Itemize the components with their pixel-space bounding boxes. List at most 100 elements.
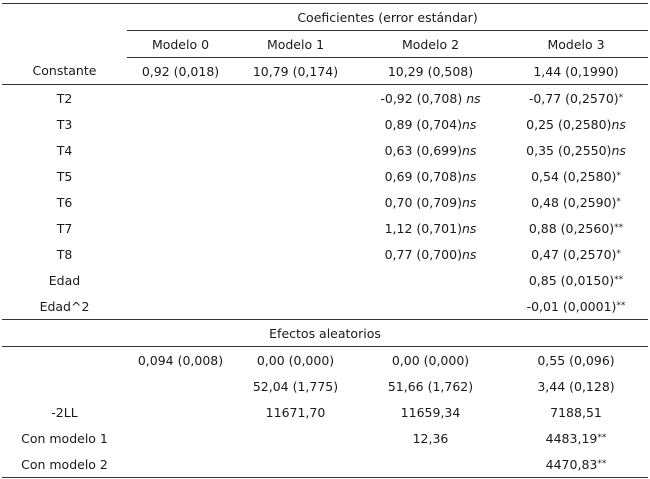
cell-value: 0,48 (0,2590): [531, 194, 617, 210]
table-row: 0,094 (0,008) 0,00 (0,000) 0,00 (0,000) 0,5…: [2, 347, 648, 374]
nonsignificant-marker: ns: [461, 142, 477, 158]
header-corner: [2, 3, 127, 31]
cell-value: 0,00 (0,000): [256, 352, 335, 368]
table-cell: 11659,34: [357, 399, 504, 425]
row-label: T2: [56, 90, 73, 106]
row-label: T4: [56, 142, 73, 158]
column-header-modelo-3: Modelo 3: [504, 30, 649, 58]
coefficients-group-title: Coeficientes (error estándar): [127, 3, 649, 31]
significance-marker: *: [616, 196, 621, 207]
table-cell: 0,88 (0,2560)**: [504, 215, 648, 241]
significance-marker: **: [616, 300, 626, 311]
significance-marker: *: [616, 170, 621, 181]
table-row: Con modelo 2 4470,83**: [2, 451, 649, 478]
row-label: T8: [56, 246, 73, 262]
table-row: Edad^2 -0,01 (0,0001)**: [2, 293, 649, 320]
significance-marker: **: [597, 432, 607, 443]
table-cell: [127, 399, 234, 425]
table-row: T7 1,12 (0,701)ns 0,88 (0,2560)**: [2, 215, 648, 241]
cell-value: 0,89 (0,704): [384, 116, 462, 132]
cell-value: -0,77 (0,2570): [528, 90, 619, 106]
header-models-row: Modelo 0 Modelo 1 Modelo 2 Modelo 3: [2, 30, 649, 58]
table-cell: [127, 163, 234, 189]
table-cell: [127, 451, 234, 478]
table-cell: 4483,19**: [504, 425, 648, 451]
table-cell: [127, 293, 234, 320]
cell-value: 1,12 (0,701): [384, 220, 462, 236]
cell-value: 0,54 (0,2580): [531, 168, 617, 184]
cell-value: 0,88 (0,2560): [528, 220, 615, 236]
row-label: -2LL: [51, 404, 78, 420]
cell-value: 0,85 (0,0150): [528, 272, 615, 288]
row-label: Con modelo 2: [2, 451, 127, 478]
table-cell: [127, 137, 234, 163]
table-cell: [234, 425, 357, 451]
row-label: T7: [56, 220, 73, 236]
row-label: Edad: [48, 272, 81, 288]
table-cell: 0,77 (0,700)ns: [357, 241, 504, 267]
column-header-modelo-0: Modelo 0: [127, 30, 234, 58]
table-cell: 7188,51: [504, 399, 648, 425]
table-cell: [234, 267, 357, 293]
table-row: T3 0,89 (0,704)ns 0,25 (0,2580)ns: [2, 111, 648, 137]
table-cell: 10,29 (0,508): [357, 57, 504, 85]
cell-value: 11659,34: [400, 404, 461, 420]
random-effects-body: Efectos aleatorios 0,094 (0,008) 0,00 (0,0…: [2, 319, 649, 478]
nonsignificant-marker: ns: [461, 168, 477, 184]
table-cell: [234, 85, 357, 112]
table-cell: -0,01 (0,0001)**: [504, 293, 649, 320]
cell-value: 0,00 (0,000): [391, 352, 470, 368]
table-row: Constante 0,92 (0,018) 10,79 (0,174) 10,29 …: [2, 57, 649, 85]
row-label: T3: [56, 116, 73, 132]
nonsignificant-marker: ns: [461, 220, 477, 236]
table-cell: [234, 111, 357, 137]
row-label: [2, 373, 127, 399]
cell-value: 10,29 (0,508): [387, 63, 474, 79]
random-effects-title: Efectos aleatorios: [2, 319, 649, 347]
nonsignificant-marker: ns: [611, 142, 626, 158]
cell-value: 0,094 (0,008): [137, 352, 224, 368]
table-cell: 0,70 (0,709)ns: [357, 189, 504, 215]
table-cell: 0,00 (0,000): [234, 347, 357, 374]
table-row: Edad 0,85 (0,0150)**: [2, 267, 648, 293]
table-cell: [127, 425, 234, 451]
cell-value: 0,47 (0,2570): [531, 246, 617, 262]
row-label: T6: [56, 194, 73, 210]
table-cell: [127, 111, 234, 137]
table-cell: [234, 241, 357, 267]
table-cell: 0,69 (0,708)ns: [357, 163, 504, 189]
cell-value: 51,66 (1,762): [387, 378, 474, 394]
table-cell: [234, 163, 357, 189]
table-cell: 1,12 (0,701)ns: [357, 215, 504, 241]
cell-value: 4470,83: [545, 456, 598, 472]
cell-value: 0,92 (0,018): [141, 63, 220, 79]
table-cell: [127, 85, 234, 112]
cell-value: 0,25 (0,2580): [526, 116, 612, 132]
table-cell: [234, 137, 357, 163]
cell-value: 0,55 (0,096): [537, 352, 615, 368]
nonsignificant-marker: ns: [461, 246, 477, 262]
row-label: Constante: [2, 57, 127, 85]
table-cell: [127, 189, 234, 215]
significance-marker: **: [614, 274, 624, 285]
cell-value: -0,01 (0,0001): [526, 298, 617, 314]
table-cell: 3,44 (0,128): [504, 373, 648, 399]
table-cell: 0,63 (0,699)ns: [357, 137, 504, 163]
cell-value: 0,69 (0,708): [384, 168, 462, 184]
column-header-modelo-1: Modelo 1: [234, 30, 357, 58]
table-row: T6 0,70 (0,709)ns 0,48 (0,2590)*: [2, 189, 648, 215]
table-cell: [234, 215, 357, 241]
table-cell: 0,35 (0,2550)ns: [504, 137, 648, 163]
table-cell: 1,44 (0,1990): [504, 57, 649, 85]
table-cell: 12,36: [357, 425, 504, 451]
table-cell: [127, 215, 234, 241]
header-corner-2: [2, 31, 127, 58]
table-cell: 0,48 (0,2590)*: [504, 189, 648, 215]
table-cell: [357, 293, 504, 320]
table-cell: 10,79 (0,174): [234, 57, 357, 85]
table-cell: [127, 241, 234, 267]
regression-table: Coeficientes (error estándar) Modelo 0 M…: [2, 3, 649, 478]
table-cell: 0,92 (0,018): [127, 57, 234, 85]
header-group-row: Coeficientes (error estándar): [2, 3, 649, 31]
